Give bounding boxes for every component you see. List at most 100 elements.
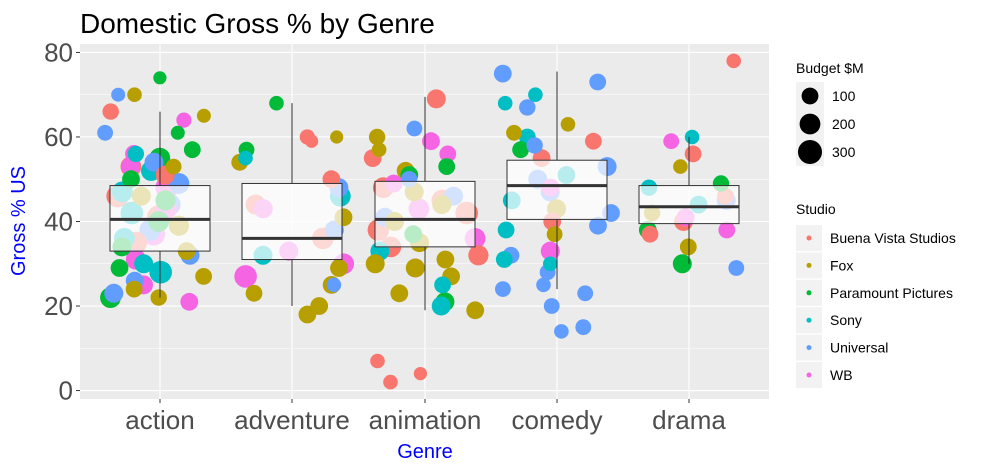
studio-legend-symbol — [806, 290, 812, 296]
scatter-point — [431, 296, 451, 316]
scatter-point — [134, 254, 154, 274]
boxplot-box — [638, 185, 740, 225]
scatter-point — [371, 142, 387, 157]
scatter-point — [298, 305, 317, 324]
scatter-point — [546, 226, 563, 243]
scatter-point — [434, 276, 451, 294]
studio-legend-title: Studio — [796, 201, 836, 217]
scatter-point — [238, 150, 253, 166]
scatter-point — [234, 265, 257, 288]
scatter-point — [127, 87, 142, 102]
scatter-point — [150, 289, 167, 306]
x-tick-label: drama — [652, 405, 726, 435]
scatter-point — [512, 141, 529, 159]
scatter-point — [144, 152, 164, 172]
scatter-point — [495, 281, 511, 297]
scatter-point — [111, 87, 126, 102]
scatter-point — [196, 108, 211, 123]
scatter-point — [422, 132, 440, 151]
size-legend: Budget $M 100 200 300 — [796, 60, 864, 166]
boxplot-comedy — [506, 71, 608, 290]
scatter-point — [122, 170, 140, 189]
scatter-point — [718, 221, 736, 239]
scatter-point — [684, 145, 702, 163]
studio-legend-label: Paramount Pictures — [830, 285, 953, 301]
scatter-point — [585, 132, 602, 150]
boxplot-drama — [638, 136, 740, 264]
studio-legend-symbol — [806, 345, 812, 351]
scatter-point — [195, 268, 213, 285]
boxplots — [109, 71, 740, 311]
scatter-point — [365, 254, 385, 274]
scatter-point — [438, 158, 456, 176]
boxplot-animation — [374, 96, 476, 311]
scatter-point — [183, 141, 201, 159]
scatter-point — [589, 216, 607, 235]
scatter-point — [102, 103, 119, 120]
studio-legend-symbol — [806, 235, 812, 241]
scatter-point — [673, 159, 688, 174]
scatter-point — [589, 73, 607, 91]
scatter-point — [575, 319, 592, 336]
x-tick-label: adventure — [234, 405, 350, 435]
scatter-point — [406, 120, 423, 137]
y-tick-label: 0 — [59, 376, 73, 406]
x-tick-label: comedy — [511, 405, 602, 435]
scatter-point — [497, 221, 515, 239]
boxplot-adventure — [241, 103, 343, 307]
studio-legend-label: WB — [830, 367, 853, 383]
scatter-point — [97, 124, 113, 141]
scatter-point — [577, 285, 594, 302]
scatter-point — [127, 145, 144, 163]
scatter-point — [305, 134, 319, 148]
scatter-point — [165, 158, 182, 175]
scatter-point — [125, 280, 143, 298]
scatter-point — [149, 260, 172, 284]
scatter-point — [170, 125, 185, 140]
studio-legend: Studio Buena Vista Studios Fox Paramount P… — [796, 201, 956, 388]
y-tick-label: 20 — [44, 291, 73, 321]
scatter-point — [330, 259, 348, 277]
y-axis-title: Gross % US — [8, 166, 30, 276]
studio-legend-label: Sony — [830, 312, 862, 328]
scatter-point — [383, 374, 398, 390]
x-tick-label: action — [125, 405, 194, 435]
size-legend-label: 300 — [832, 144, 856, 160]
scatter-point — [426, 89, 446, 109]
scatter-point — [526, 137, 543, 154]
studio-legend-symbol — [806, 317, 812, 323]
studio-legend-label: Buena Vista Studios — [830, 230, 956, 246]
scatter-point — [728, 260, 745, 276]
scatter-point — [543, 298, 560, 314]
size-legend-symbol — [799, 113, 821, 135]
scatter-point — [554, 324, 569, 339]
y-tick-label: 40 — [44, 207, 73, 237]
size-legend-title: Budget $M — [796, 60, 864, 76]
scatter-point — [368, 128, 386, 146]
x-axis-title: Genre — [397, 441, 453, 463]
scatter-point — [436, 250, 455, 269]
boxplot-box — [374, 180, 476, 248]
studio-legend-label: Universal — [830, 340, 888, 356]
size-legend-label: 100 — [832, 88, 856, 104]
scatter-point — [641, 225, 659, 243]
scatter-point — [495, 251, 513, 268]
x-axis: action adventure animation comedy drama — [125, 399, 726, 435]
scatter-point — [543, 256, 558, 272]
scatter-point — [104, 283, 124, 303]
y-tick-label: 80 — [44, 37, 73, 67]
scatter-point — [540, 241, 560, 261]
scatter-point — [468, 245, 489, 266]
boxplot-box — [506, 159, 608, 220]
scatter-point — [269, 95, 284, 111]
y-tick-label: 60 — [44, 122, 73, 152]
x-tick-label: animation — [369, 405, 482, 435]
scatter-point — [726, 53, 741, 69]
scatter-point — [330, 130, 344, 144]
scatter-point — [370, 353, 385, 369]
chart-title: Domestic Gross % by Genre — [80, 8, 435, 39]
scatter-point — [439, 145, 457, 163]
scatter-point — [528, 87, 543, 102]
scatter-point — [684, 129, 700, 145]
